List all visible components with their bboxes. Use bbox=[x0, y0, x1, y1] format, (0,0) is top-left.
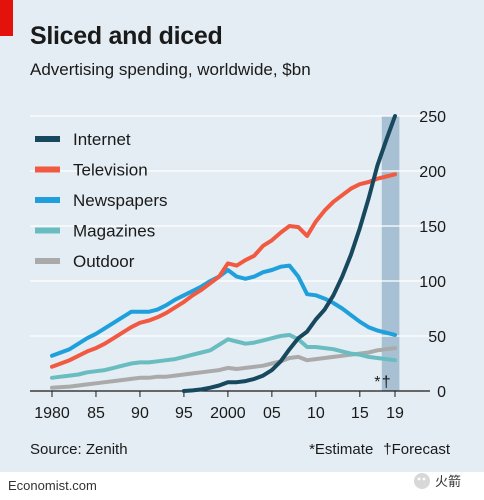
series-line-magazines bbox=[50, 332, 397, 380]
chart-subtitle: Advertising spending, worldwide, $bn bbox=[30, 60, 311, 79]
y-tick-label: 50 bbox=[428, 329, 446, 346]
y-axis-ticks: 0 50 100 150 200 250 bbox=[419, 109, 446, 401]
site-credit: Economist.com bbox=[8, 478, 97, 493]
series-lines bbox=[50, 114, 397, 393]
x-axis-ticks: 1980 85 90 95 2000 05 10 15 19 bbox=[34, 391, 404, 422]
watermark-text: 火箭 bbox=[435, 474, 461, 490]
footnotes: *Estimate †Forecast bbox=[309, 441, 450, 458]
forecast-note: †Forecast bbox=[383, 441, 450, 458]
y-tick-label: 0 bbox=[437, 384, 446, 401]
series-line-television bbox=[50, 172, 397, 369]
y-tick-label: 200 bbox=[419, 164, 446, 181]
source-note: Source: Zenith bbox=[30, 441, 128, 458]
x-tick-label: 15 bbox=[351, 405, 369, 422]
legend-label-magazines: Magazines bbox=[73, 222, 155, 241]
x-tick-label: 95 bbox=[175, 405, 193, 422]
legend-label-internet: Internet bbox=[73, 130, 131, 149]
forecast-shading bbox=[381, 116, 400, 391]
chart-card: Sliced and diced Advertising spending, w… bbox=[0, 0, 484, 472]
x-tick-label: 1980 bbox=[34, 405, 70, 422]
x-tick-label: 19 bbox=[386, 405, 404, 422]
x-tick-label: 05 bbox=[263, 405, 281, 422]
marker-forecast: † bbox=[382, 374, 391, 391]
x-tick-label: 10 bbox=[307, 405, 325, 422]
wechat-watermark: 火箭 bbox=[413, 470, 475, 492]
gridlines bbox=[30, 115, 430, 392]
series-line-outdoor bbox=[50, 346, 397, 390]
marker-estimate: * bbox=[374, 374, 380, 391]
y-tick-label: 100 bbox=[419, 274, 446, 291]
legend-label-television: Television bbox=[73, 161, 148, 180]
x-tick-label: 85 bbox=[87, 405, 105, 422]
series-line-internet bbox=[181, 114, 397, 393]
y-tick-label: 250 bbox=[419, 109, 446, 126]
x-tick-label: 2000 bbox=[210, 405, 246, 422]
chart-title: Sliced and diced bbox=[30, 22, 223, 50]
x-tick-label: 90 bbox=[131, 405, 149, 422]
estimate-note: *Estimate bbox=[309, 441, 374, 458]
legend-label-outdoor: Outdoor bbox=[73, 252, 135, 271]
estimate-markers: * † bbox=[374, 374, 390, 391]
economist-red-tag bbox=[0, 0, 13, 36]
legend: Internet Television Newspapers Magazines Out… bbox=[35, 130, 168, 271]
y-tick-label: 150 bbox=[419, 219, 446, 236]
legend-label-newspapers: Newspapers bbox=[73, 191, 168, 210]
line-chart: 0 50 100 150 200 250 1980 85 90 95 2000 05 10 15 19 *… bbox=[30, 109, 446, 422]
